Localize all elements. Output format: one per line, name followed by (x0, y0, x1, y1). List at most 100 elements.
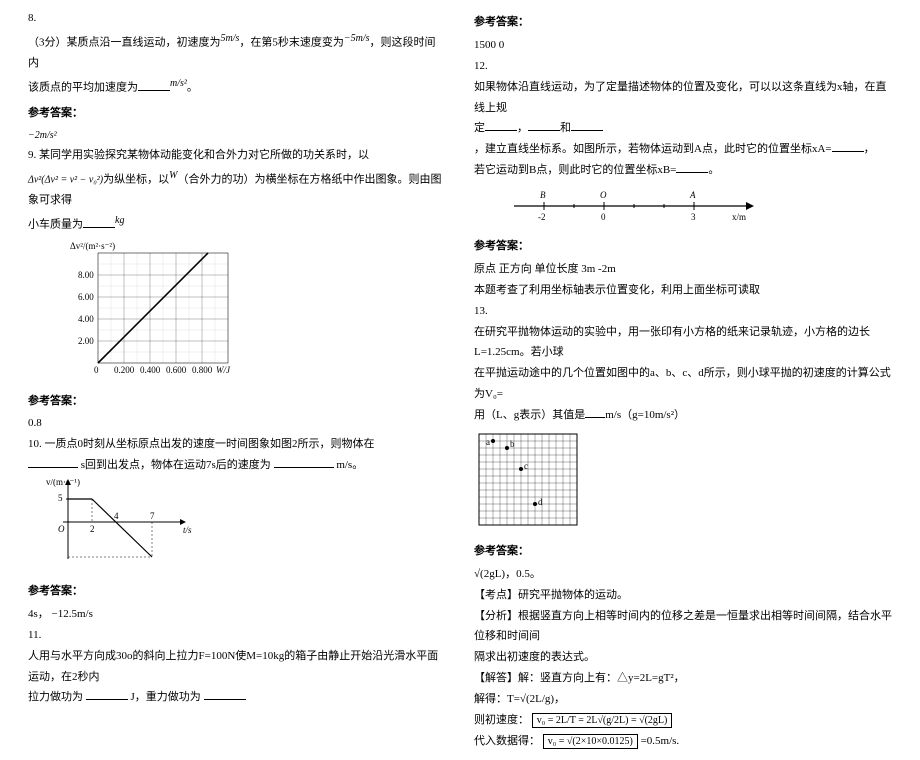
q10-answer: 4s， −12.5m/s (28, 604, 446, 625)
q13-eq3b: v₀ = √(2×10×0.0125) (543, 734, 638, 749)
q13-eq3: 代入数据得： v₀ = √(2×10×0.0125) =0.5m/s. (474, 731, 892, 752)
right-column: 参考答案： 1500 0 12. 如果物体沿直线运动，为了定量描述物体的位置及变… (474, 8, 892, 752)
q13-eq2b: v₀ = 2L/T = 2L√(g/2L) = √(2gL) (532, 713, 673, 728)
q10-line1: 10. 一质点0时刻从坐标原点出发的速度一时间图象如图2所示，则物体在 (28, 434, 446, 455)
q9-ylabel: Δv²/(m²·s⁻²) (70, 241, 115, 251)
q9-ans-label: 参考答案： (28, 391, 446, 412)
q8-line1: （3分）某质点沿一直线运动，初速度为5m/s，在第5秒末速度变为−5m/s，则这… (28, 29, 446, 74)
q10-blank2 (274, 457, 334, 468)
q11-l2a: 拉力做功为 (28, 691, 83, 703)
q8-text2: ，在第5秒末速度变为 (239, 37, 344, 49)
q8-number: 8. (28, 8, 446, 29)
q9-line2: Δv²(Δv² = v² − v₀²)为纵坐标，以W（合外力的功）为横坐标在方格… (28, 166, 446, 211)
q13-ans-label: 参考答案： (474, 541, 892, 562)
q13-pa: a (486, 437, 490, 447)
q8-l2a: 该质点的平均加速度为 (28, 82, 138, 94)
q13-answer: √(2gL)，0.5。 (474, 564, 892, 585)
q11-ans-label: 参考答案： (474, 12, 892, 33)
q11-answer: 1500 0 (474, 35, 892, 56)
q11-blank1 (86, 689, 128, 700)
q11-line1: 人用与水平方向成30o的斜向上拉力F=100N使M=10kg的箱子由静止开始沿光… (28, 646, 446, 688)
q12-ans-label: 参考答案： (474, 236, 892, 257)
q12-figure: B O A -2 0 3 x/m (504, 184, 892, 232)
q9-xlabel: W/J (216, 365, 231, 375)
q12-line1: 如果物体沿直线运动，为了定量描述物体的位置及变化，可以以这条直线为x轴，在直线上… (474, 77, 892, 119)
q11-number: 11. (28, 625, 446, 646)
q8-ans-label: 参考答案： (28, 103, 446, 124)
q13-figure: a b c d (474, 429, 892, 537)
q10-xlabel: t/s (183, 525, 192, 535)
q13-l3a: 用（L、g表示）其值是 (474, 409, 585, 421)
q8-text1: （3分）某质点沿一直线运动，初速度为 (28, 37, 221, 49)
q13-l3b: m/s（g=10m/s²） (605, 409, 685, 421)
q13-line1: 在研究平抛物体运动的实验中，用一张印有小方格的纸来记录轨迹，小方格的边长L=1.… (474, 322, 892, 364)
q13-pc: c (524, 461, 528, 471)
q13-eq3a: 代入数据得： (474, 735, 540, 747)
q10-ytick: 5 (58, 493, 63, 503)
q10-l2b: m/s。 (336, 459, 363, 471)
q12-vO: 0 (601, 212, 606, 222)
q8-v0: 5m/s (221, 33, 240, 44)
q12-b5 (676, 162, 708, 173)
q9-xt4: 0.800 (192, 365, 213, 375)
q10-xt7: 7 (150, 511, 155, 521)
q10-xt2: 2 (90, 524, 95, 534)
q12-l2e: ， (864, 143, 875, 155)
q10-ans-label: 参考答案： (28, 581, 446, 602)
q12-answer: 原点 正方向 单位长度 3m -2m (474, 259, 892, 280)
q9-blank (83, 217, 115, 228)
q13-eq1t: 解得：T=√(2L/g)， (474, 693, 565, 705)
q13-blank (585, 407, 605, 418)
q9-answer: 0.8 (28, 413, 446, 434)
q13-pd: d (538, 497, 543, 507)
q9-unit: kg (115, 215, 124, 226)
q12-O: O (600, 190, 607, 200)
q8-unit: m/s² (170, 78, 187, 89)
q9-xt2: 0.400 (140, 365, 161, 375)
q12-A: A (689, 190, 696, 200)
q9-figure: Δv²/(m²·s⁻²) 2.00 4.00 6.00 8.00 (70, 239, 446, 387)
left-column: 8. （3分）某质点沿一直线运动，初速度为5m/s，在第5秒末速度变为−5m/s… (28, 8, 446, 752)
q12-l2c: 和 (560, 122, 571, 134)
q10-ylabel: v/(m·s⁻¹) (46, 479, 80, 487)
q12-line2d: ，建立直线坐标系。如图所示，若物体运动到A点，此时它的位置坐标xA= ， (474, 139, 892, 160)
q11-line2: 拉力做功为 J，重力做功为 (28, 687, 446, 708)
q10-blank1 (28, 457, 78, 468)
q8-blank (138, 80, 170, 91)
q12-xlabel: x/m (732, 212, 746, 222)
q12-l2d: ，建立直线坐标系。如图所示，若物体运动到A点，此时它的位置坐标xA= (474, 143, 832, 155)
q12-b1 (485, 120, 517, 131)
q13-eq2: 则初速度： v₀ = 2L/T = 2L√(g/2L) = √(2gL) (474, 710, 892, 731)
q9-xt3: 0.600 (166, 365, 187, 375)
q13-p2: 【分析】根据竖直方向上相等时间内的位移之差是一恒量求出相等时间间隔，结合水平位移… (474, 606, 892, 648)
q13-pb: b (510, 439, 515, 449)
q10-origin: O (58, 524, 65, 534)
q12-l3b: 。 (708, 164, 719, 176)
q9-yt2: 4.00 (78, 314, 94, 324)
q9-yt4: 8.00 (78, 270, 94, 280)
q13-number: 13. (474, 301, 892, 322)
q9-xt1: 0.200 (114, 365, 135, 375)
q13-eq1: 解得：T=√(2L/g)， (474, 689, 892, 710)
q9-line3: 小车质量为 kg (28, 211, 446, 236)
q13-line2: 在平抛运动途中的几个位置如图中的a、b、c、d所示，则小球平抛的初速度的计算公式… (474, 363, 892, 405)
q13-eq3c: =0.5m/s. (641, 735, 680, 747)
q9-l3: 小车质量为 (28, 219, 83, 231)
q12-line3: 若它运动到B点，则此时它的位置坐标xB= 。 (474, 160, 892, 181)
q9-line1: 9. 某同学用实验探究某物体动能变化和合外力对它所做的功关系时，以 (28, 145, 446, 166)
q12-l3: 若它运动到B点，则此时它的位置坐标xB= (474, 164, 676, 176)
q12-vB: -2 (538, 212, 546, 222)
q10-figure: v/(m·s⁻¹) t/s 5 O 2 4 7 (46, 479, 446, 577)
q8-v1: −5m/s (344, 33, 370, 44)
q10-l2a: s回到出发点，物体在运动7s后的速度为 (81, 459, 271, 471)
q12-note: 本题考查了利用坐标轴表示位置变化，利用上面坐标可读取 (474, 280, 892, 301)
q9-l2a: 为纵坐标，以 (103, 173, 169, 185)
q9-yt3: 6.00 (78, 292, 94, 302)
q12-l2b: ， (517, 122, 528, 134)
q10-line2: s回到出发点，物体在运动7s后的速度为 m/s。 (28, 455, 446, 476)
q13-p3: 【解答】解：竖直方向上有：△y=2L=gT²， (474, 668, 892, 689)
q8-suffix: 。 (187, 82, 198, 94)
q9-eq: Δv²(Δv² = v² − v₀²) (28, 174, 103, 185)
q13-p1: 【考点】研究平抛物体的运动。 (474, 585, 892, 606)
q11-l2b: J，重力做功为 (131, 691, 201, 703)
